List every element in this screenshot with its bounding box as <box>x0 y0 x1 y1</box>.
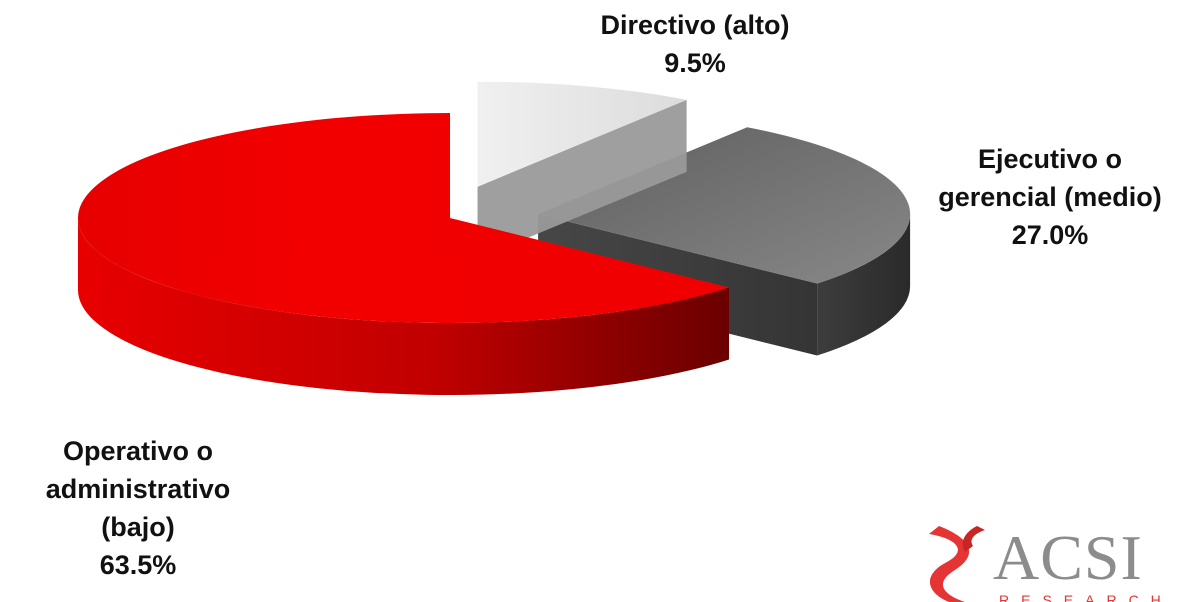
logo-wordmark: ACSI <box>993 522 1143 593</box>
slice-label-operativo-line2: administrativo <box>45 474 231 504</box>
slice-directivo <box>477 81 687 187</box>
slice-label-operativo: Operativo o administrativo (bajo) 63.5% <box>8 432 268 584</box>
slice-side-operativo <box>78 218 730 395</box>
slice-label-ejecutivo-value: 27.0% <box>1011 220 1089 250</box>
slice-label-directivo-name: Directivo (alto) <box>600 10 790 40</box>
slice-label-directivo-value: 9.5% <box>664 48 726 78</box>
slice-label-ejecutivo-line1: Ejecutivo o <box>977 144 1123 174</box>
logo-subtext: RESEARCH <box>999 592 1173 602</box>
slice-side-ejecutivo <box>817 214 911 356</box>
slice-label-ejecutivo: Ejecutivo o gerencial (medio) 27.0% <box>900 140 1194 254</box>
logo-ribbon-icon <box>929 526 985 602</box>
slice-label-operativo-value: 63.5% <box>99 550 177 580</box>
slice-label-ejecutivo-line2: gerencial (medio) <box>938 182 1162 212</box>
slice-operativo <box>77 113 730 323</box>
slice-label-operativo-line3: (bajo) <box>101 512 175 542</box>
slice-ejecutivo <box>538 127 911 284</box>
slice-label-operativo-line1: Operativo o <box>62 436 214 466</box>
slice-label-directivo: Directivo (alto) 9.5% <box>520 6 870 82</box>
acsi-research-logo: ACSI RESEARCH <box>925 522 1194 602</box>
slice-wall-directivo <box>477 99 687 259</box>
